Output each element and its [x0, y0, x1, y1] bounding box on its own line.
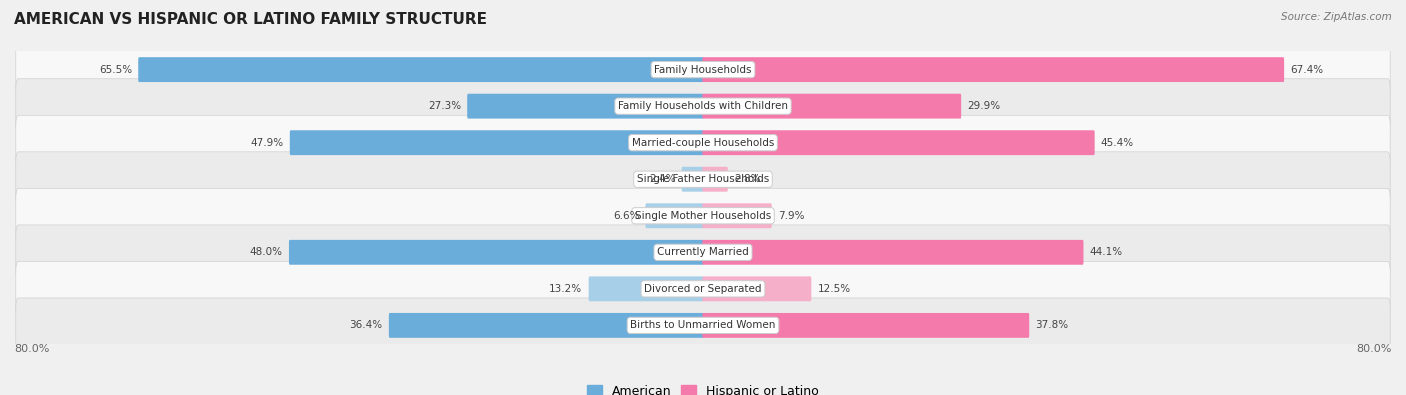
Text: 13.2%: 13.2% [550, 284, 582, 294]
Text: Currently Married: Currently Married [657, 247, 749, 257]
Text: 80.0%: 80.0% [14, 344, 49, 354]
FancyBboxPatch shape [645, 203, 703, 228]
FancyBboxPatch shape [703, 240, 1084, 265]
FancyBboxPatch shape [703, 313, 1029, 338]
Text: 45.4%: 45.4% [1101, 138, 1135, 148]
FancyBboxPatch shape [15, 225, 1391, 280]
Text: 36.4%: 36.4% [350, 320, 382, 330]
Text: Divorced or Separated: Divorced or Separated [644, 284, 762, 294]
FancyBboxPatch shape [682, 167, 703, 192]
FancyBboxPatch shape [15, 188, 1391, 243]
Text: Married-couple Households: Married-couple Households [631, 138, 775, 148]
FancyBboxPatch shape [703, 94, 962, 118]
Text: 6.6%: 6.6% [613, 211, 640, 221]
FancyBboxPatch shape [467, 94, 703, 118]
Text: Family Households with Children: Family Households with Children [619, 101, 787, 111]
Text: 80.0%: 80.0% [1357, 344, 1392, 354]
Text: AMERICAN VS HISPANIC OR LATINO FAMILY STRUCTURE: AMERICAN VS HISPANIC OR LATINO FAMILY ST… [14, 12, 486, 27]
Text: Source: ZipAtlas.com: Source: ZipAtlas.com [1281, 12, 1392, 22]
FancyBboxPatch shape [589, 276, 703, 301]
FancyBboxPatch shape [15, 79, 1391, 134]
FancyBboxPatch shape [703, 130, 1095, 155]
FancyBboxPatch shape [389, 313, 703, 338]
Text: 37.8%: 37.8% [1035, 320, 1069, 330]
Text: 47.9%: 47.9% [250, 138, 284, 148]
Text: Single Mother Households: Single Mother Households [636, 211, 770, 221]
FancyBboxPatch shape [15, 42, 1391, 97]
Text: 44.1%: 44.1% [1090, 247, 1123, 257]
Text: 2.8%: 2.8% [734, 174, 761, 184]
FancyBboxPatch shape [15, 298, 1391, 353]
Text: 65.5%: 65.5% [98, 65, 132, 75]
Text: Births to Unmarried Women: Births to Unmarried Women [630, 320, 776, 330]
FancyBboxPatch shape [703, 167, 728, 192]
Text: 29.9%: 29.9% [967, 101, 1001, 111]
FancyBboxPatch shape [15, 115, 1391, 170]
Text: 48.0%: 48.0% [250, 247, 283, 257]
Text: Family Households: Family Households [654, 65, 752, 75]
FancyBboxPatch shape [15, 261, 1391, 316]
Text: 67.4%: 67.4% [1291, 65, 1323, 75]
FancyBboxPatch shape [703, 203, 772, 228]
FancyBboxPatch shape [703, 276, 811, 301]
Legend: American, Hispanic or Latino: American, Hispanic or Latino [583, 381, 823, 395]
FancyBboxPatch shape [290, 130, 703, 155]
FancyBboxPatch shape [290, 240, 703, 265]
Text: Single Father Households: Single Father Households [637, 174, 769, 184]
FancyBboxPatch shape [15, 152, 1391, 207]
Text: 27.3%: 27.3% [427, 101, 461, 111]
FancyBboxPatch shape [138, 57, 703, 82]
FancyBboxPatch shape [703, 57, 1284, 82]
Text: 7.9%: 7.9% [778, 211, 804, 221]
Text: 12.5%: 12.5% [817, 284, 851, 294]
Text: 2.4%: 2.4% [650, 174, 675, 184]
